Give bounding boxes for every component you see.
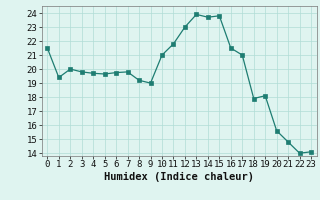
X-axis label: Humidex (Indice chaleur): Humidex (Indice chaleur) xyxy=(104,172,254,182)
